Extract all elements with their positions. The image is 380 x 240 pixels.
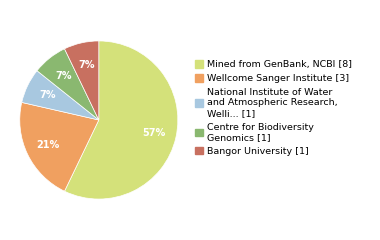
Text: 21%: 21%	[36, 140, 59, 150]
Text: 7%: 7%	[55, 71, 71, 80]
Wedge shape	[22, 71, 99, 120]
Wedge shape	[20, 102, 99, 191]
Text: 7%: 7%	[39, 90, 56, 100]
Text: 57%: 57%	[142, 128, 166, 138]
Wedge shape	[65, 41, 99, 120]
Wedge shape	[37, 49, 99, 120]
Legend: Mined from GenBank, NCBI [8], Wellcome Sanger Institute [3], National Institute : Mined from GenBank, NCBI [8], Wellcome S…	[195, 60, 352, 156]
Wedge shape	[65, 41, 178, 199]
Text: 7%: 7%	[78, 60, 94, 70]
